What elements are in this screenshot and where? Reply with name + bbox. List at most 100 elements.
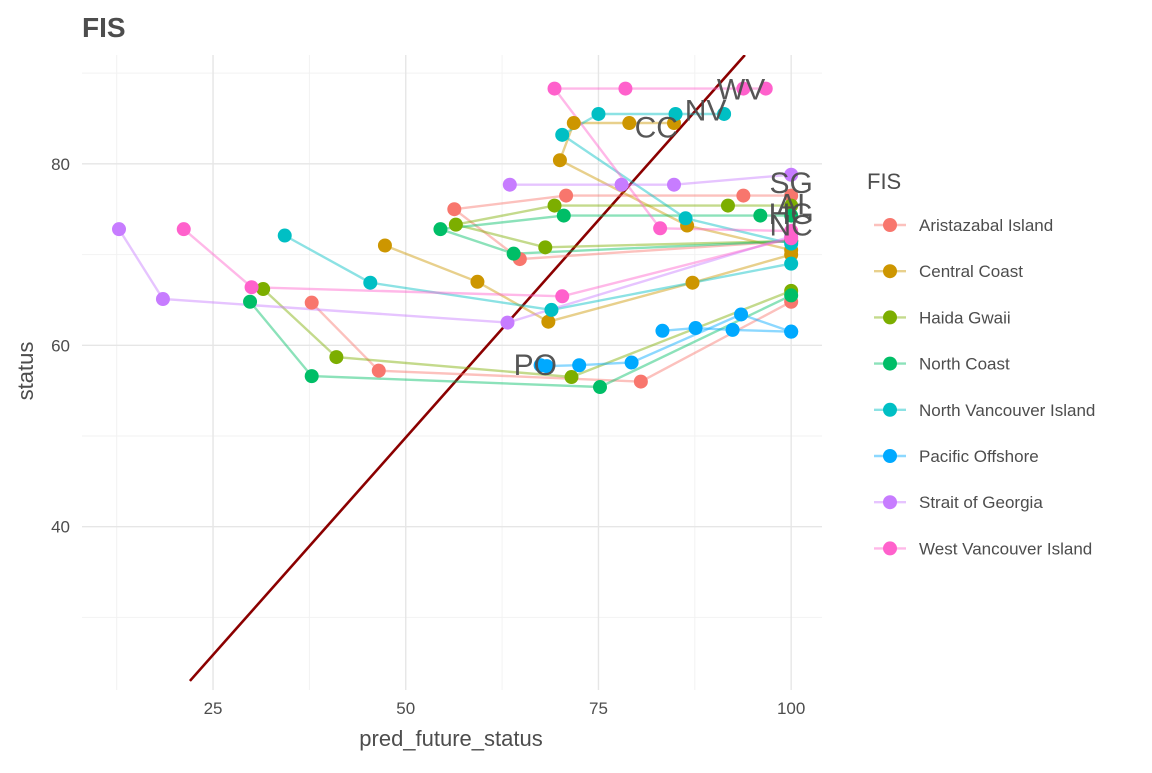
x-tick-label: 50 bbox=[396, 699, 415, 718]
legend-key-dot bbox=[883, 449, 897, 463]
legend-key-dot bbox=[883, 310, 897, 325]
series-line bbox=[310, 300, 792, 383]
data-point bbox=[541, 314, 556, 329]
series-end-label: SG bbox=[769, 167, 812, 200]
data-point bbox=[591, 106, 606, 121]
data-point bbox=[668, 106, 683, 121]
data-point bbox=[304, 295, 319, 310]
legend-title: FIS bbox=[867, 169, 901, 194]
legend-entry-label: Haida Gwaii bbox=[919, 308, 1011, 327]
data-point bbox=[736, 188, 751, 203]
series-end-label: NV bbox=[685, 94, 727, 127]
x-tick-label: 25 bbox=[204, 699, 223, 718]
data-point bbox=[256, 282, 271, 297]
y-axis-label: status bbox=[13, 342, 38, 401]
data-point bbox=[622, 116, 637, 131]
data-point bbox=[655, 323, 670, 338]
series-line bbox=[284, 234, 792, 312]
data-point bbox=[244, 280, 259, 295]
series-end-label: WV bbox=[717, 73, 765, 106]
legend-entry-label: North Vancouver Island bbox=[919, 401, 1095, 420]
data-point bbox=[448, 217, 463, 232]
data-point bbox=[500, 315, 515, 330]
series-end-label: CC bbox=[635, 112, 678, 145]
x-tick-label: 75 bbox=[589, 699, 608, 718]
series-line bbox=[440, 214, 792, 231]
data-point bbox=[725, 322, 740, 337]
data-point bbox=[556, 208, 571, 223]
series-paths bbox=[117, 87, 792, 389]
data-point bbox=[667, 177, 681, 192]
series-end-label: PO bbox=[514, 349, 557, 382]
data-point bbox=[447, 202, 462, 217]
axis-ticks: 25 50 75 100 40 60 80 bbox=[51, 155, 805, 718]
data-point bbox=[685, 275, 700, 290]
data-point bbox=[538, 240, 553, 255]
data-point bbox=[304, 369, 319, 384]
data-point bbox=[155, 292, 170, 307]
data-point bbox=[112, 222, 126, 237]
legend-key-dot bbox=[883, 264, 897, 279]
data-point bbox=[506, 246, 521, 261]
series-line bbox=[509, 173, 792, 186]
legend-entry-label: Strait of Georgia bbox=[919, 493, 1043, 512]
data-point bbox=[633, 374, 648, 389]
data-point bbox=[555, 127, 570, 142]
data-point bbox=[784, 231, 799, 246]
data-point bbox=[363, 275, 378, 290]
reference-line-group bbox=[188, 55, 746, 682]
data-point bbox=[653, 221, 668, 236]
data-point bbox=[547, 198, 562, 213]
data-point bbox=[539, 359, 554, 374]
data-point bbox=[784, 288, 799, 303]
series-end-label: HG bbox=[769, 198, 814, 231]
data-point bbox=[329, 350, 344, 365]
series-line bbox=[384, 244, 792, 323]
data-point bbox=[734, 307, 749, 322]
data-point bbox=[371, 363, 386, 378]
data-point bbox=[720, 198, 735, 213]
grid-lines bbox=[82, 55, 822, 690]
legend-key-dot bbox=[883, 495, 897, 510]
legend-key-dot bbox=[883, 218, 897, 232]
series-points bbox=[112, 81, 799, 395]
data-point bbox=[243, 294, 258, 309]
series-line bbox=[262, 288, 792, 379]
data-point bbox=[784, 256, 799, 271]
data-point bbox=[678, 211, 693, 226]
y-tick-label: 40 bbox=[51, 518, 70, 537]
series-line bbox=[117, 228, 792, 324]
data-point bbox=[552, 153, 567, 168]
x-axis-label: pred_future_status bbox=[359, 726, 542, 751]
data-point bbox=[784, 188, 799, 203]
legend-key-dot bbox=[883, 541, 897, 556]
chart-title: FIS bbox=[82, 12, 126, 43]
data-point bbox=[688, 321, 703, 336]
data-point bbox=[470, 274, 485, 289]
series-end-label: AI bbox=[777, 189, 805, 222]
series-line bbox=[454, 194, 792, 211]
data-point bbox=[618, 81, 633, 96]
data-point bbox=[758, 81, 773, 96]
data-point bbox=[736, 81, 751, 96]
series-line bbox=[558, 122, 792, 252]
x-tick-label: 100 bbox=[777, 699, 805, 718]
data-point bbox=[784, 198, 799, 213]
data-point bbox=[176, 222, 191, 237]
series-line bbox=[249, 294, 792, 389]
data-point bbox=[753, 208, 768, 223]
data-point bbox=[377, 238, 392, 253]
data-point bbox=[784, 208, 799, 223]
data-point bbox=[784, 167, 799, 182]
legend-entry-label: Central Coast bbox=[919, 262, 1023, 281]
y-tick-label: 80 bbox=[51, 155, 70, 174]
legend-entry-label: Pacific Offshore bbox=[919, 447, 1039, 466]
data-point bbox=[433, 222, 448, 237]
data-point bbox=[277, 228, 292, 243]
data-point bbox=[624, 355, 639, 370]
data-point bbox=[559, 188, 574, 203]
data-point bbox=[614, 177, 629, 192]
